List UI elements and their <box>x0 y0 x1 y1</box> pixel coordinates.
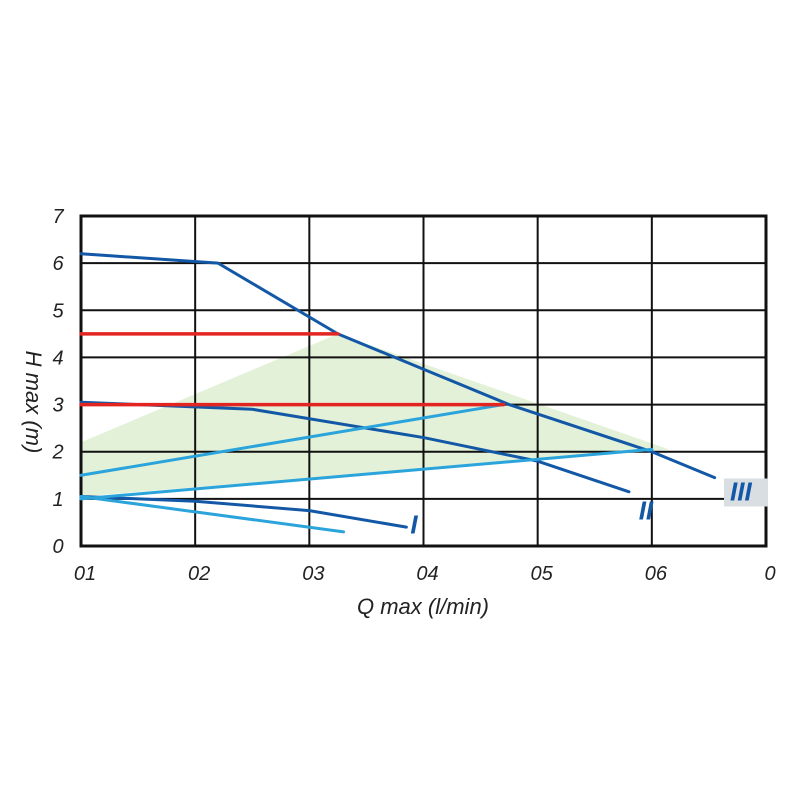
curve-label: III <box>730 477 752 507</box>
y-tick-label: 2 <box>51 442 63 464</box>
y-tick-label: 5 <box>52 300 64 322</box>
x-tick-label: 03 <box>302 563 324 585</box>
x-tick-label: 02 <box>188 563 210 585</box>
y-tick-label: 0 <box>52 536 63 558</box>
y-tick-label: 7 <box>52 206 64 228</box>
plot-frame <box>79 214 768 548</box>
x-tick-label: 05 <box>531 563 554 585</box>
y-tick-label: 4 <box>52 347 63 369</box>
y-tick-label: 3 <box>52 395 63 417</box>
series-lines <box>79 252 717 534</box>
shaded-operating-area <box>81 333 669 497</box>
curve-label-box <box>724 478 769 507</box>
shaded-area-polygon <box>81 333 669 497</box>
x-tick-label: 04 <box>416 563 438 585</box>
curve-label: II <box>639 495 654 525</box>
series-line-2 <box>79 400 631 494</box>
y-tick-label: 1 <box>52 489 63 511</box>
y-axis-title: H max (m) <box>21 351 46 454</box>
x-tick-label: 01 <box>74 563 96 585</box>
curve-label: I <box>410 510 418 540</box>
x-tick-label: 0 <box>764 563 775 585</box>
x-tick-label: 06 <box>645 563 668 585</box>
grid <box>79 214 768 548</box>
series-line-6 <box>79 495 346 534</box>
series-line-3 <box>79 495 408 529</box>
series-line-5 <box>79 447 654 501</box>
y-tick-label: 6 <box>52 253 64 275</box>
series-line-1 <box>79 252 717 480</box>
series-line-4 <box>79 403 505 477</box>
x-axis-title: Q max (l/min) <box>357 594 489 619</box>
